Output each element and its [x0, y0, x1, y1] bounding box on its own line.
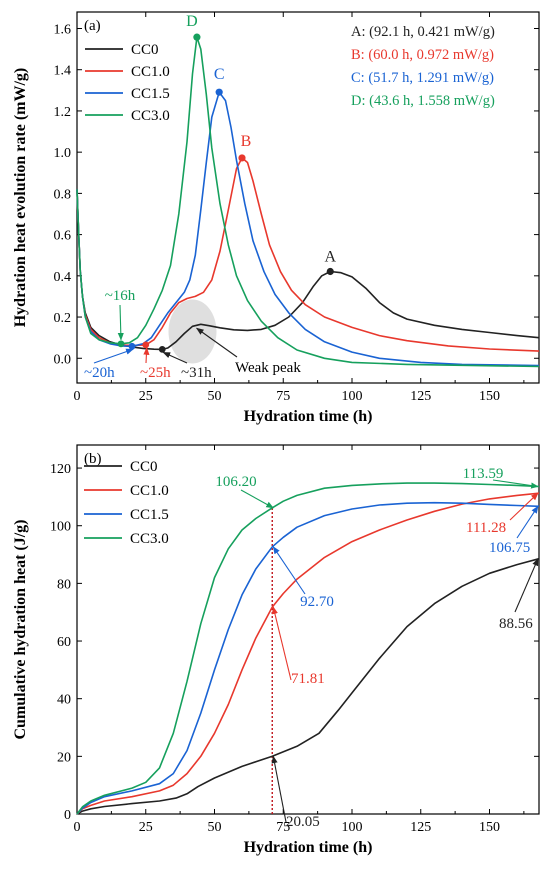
- minimum-marker: [158, 346, 166, 353]
- x-axis-label: Hydration time (h): [244, 408, 373, 425]
- plot-frame: [76, 444, 540, 815]
- minimum-label: ~20h: [84, 365, 115, 381]
- y-tick-label: 0.0: [54, 352, 72, 367]
- series-line-CC1.0: [76, 157, 540, 352]
- y-tick-label: 40: [57, 693, 71, 708]
- legend-label-CC3.0: CC3.0: [131, 108, 170, 124]
- series-line-CC3.0: [76, 36, 540, 368]
- x-tick-label: 100: [342, 389, 363, 404]
- peak-info-C: C: (51.7 h, 1.291 mW/g): [351, 70, 494, 86]
- annotation-arrow: [509, 492, 539, 521]
- x-tick-label: 50: [208, 820, 222, 835]
- annotation-label: 111.28: [466, 520, 506, 536]
- series-line-CC1.0: [76, 492, 540, 815]
- minimum-label: ~31h: [181, 365, 212, 381]
- peak-letter-D: D: [186, 13, 198, 30]
- y-tick-label: 20: [57, 750, 71, 765]
- legend-label-CC1.0: CC1.0: [131, 64, 170, 80]
- y-axis-label: Cumulative hydration heat (J/g): [12, 520, 29, 740]
- weak-peak-label: Weak peak: [235, 360, 301, 376]
- annotation-label: 113.59: [463, 466, 504, 482]
- y-tick-label: 0.2: [54, 311, 72, 326]
- minimum-arrow: [143, 347, 150, 364]
- series-line-CC0: [76, 189, 540, 351]
- minimum-marker: [142, 341, 150, 349]
- minimum-label: ~25h: [140, 365, 171, 381]
- annotation-arrow: [240, 489, 274, 509]
- y-tick-label: 1.0: [54, 146, 72, 161]
- minimum-label: ~16h: [105, 288, 136, 304]
- x-tick-label: 150: [479, 820, 500, 835]
- legend-label-CC1.5: CC1.5: [130, 507, 169, 523]
- x-tick-label: 125: [410, 389, 431, 404]
- annotation-arrow: [271, 606, 292, 681]
- peak-letter-C: C: [214, 66, 225, 83]
- peak-letter-A: A: [324, 248, 336, 265]
- peak-marker-C: [215, 88, 223, 96]
- legend-label-CC3.0: CC3.0: [130, 531, 169, 547]
- x-axis-label: Hydration time (h): [244, 839, 373, 856]
- minimum-arrow: [162, 351, 188, 364]
- peak-marker-A: [326, 267, 334, 276]
- legend-label-CC1.5: CC1.5: [131, 86, 170, 102]
- annotation-arrow: [516, 505, 539, 539]
- y-tick-label: 0.4: [54, 270, 72, 285]
- annotation-label: 92.70: [300, 594, 334, 610]
- minimum-marker: [117, 340, 125, 348]
- y-tick-label: 1.6: [54, 22, 72, 37]
- y-tick-label: 120: [50, 462, 71, 477]
- y-tick-label: 1.2: [54, 105, 72, 120]
- annotation-label: 106.75: [489, 540, 530, 556]
- annotation-arrow: [492, 479, 539, 489]
- panel-label: (a): [84, 18, 101, 34]
- peak-info-B: B: (60.0 h, 0.972 mW/g): [351, 47, 494, 63]
- x-tick-label: 75: [276, 820, 290, 835]
- y-axis-label: Hydration heat evolution rate (mW/g): [12, 68, 29, 328]
- annotation-arrow: [514, 557, 539, 613]
- x-tick-label: 0: [74, 820, 81, 835]
- peak-info-D: D: (43.6 h, 1.558 mW/g): [351, 93, 495, 109]
- annotation-arrow: [271, 755, 287, 823]
- weak-peak-region: [168, 299, 217, 364]
- annotation-label: 71.81: [291, 671, 325, 687]
- annotation-label: 106.20: [215, 474, 256, 490]
- x-tick-label: 50: [208, 389, 222, 404]
- panel-label: (b): [84, 451, 102, 467]
- peak-letter-B: B: [241, 133, 252, 150]
- y-tick-label: 1.4: [54, 64, 72, 79]
- y-tick-label: 100: [50, 520, 71, 535]
- minimum-marker: [128, 342, 136, 350]
- annotation-arrow: [272, 546, 306, 595]
- peak-marker-D: [193, 33, 201, 41]
- x-tick-label: 25: [139, 820, 153, 835]
- peak-info-A: A: (92.1 h, 0.421 mW/g): [351, 24, 495, 40]
- minimum-arrow: [117, 304, 124, 341]
- panel-b-cumulative-heat-chart: 0 25 50 75 100 125 150 0 20 40 60 80 100 120 Hydration…: [12, 444, 540, 856]
- y-tick-label: 0: [64, 808, 71, 823]
- panel-a-heat-flow-chart: 0 25 50 75 100 125 150 0.0 0.2 0.4 0.6 0.8 1.0 1.2 1.4…: [12, 11, 540, 425]
- x-tick-label: 150: [479, 389, 500, 404]
- weak-peak-arrow: [195, 327, 238, 358]
- y-tick-label: 0.8: [54, 187, 72, 202]
- minimum-arrow: [93, 348, 134, 364]
- annotation-label: 88.56: [499, 616, 533, 632]
- series-line-CC3.0: [76, 482, 540, 815]
- x-tick-label: 25: [139, 389, 153, 404]
- legend-label-CC0: CC0: [131, 42, 159, 58]
- series-line-CC1.5: [76, 501, 540, 815]
- x-tick-label: 100: [342, 820, 363, 835]
- peak-marker-B: [238, 154, 246, 162]
- y-tick-label: 80: [57, 577, 71, 592]
- x-tick-label: 125: [410, 820, 431, 835]
- x-tick-label: 75: [276, 389, 290, 404]
- legend-label-CC0: CC0: [130, 459, 158, 475]
- legend-label-CC1.0: CC1.0: [130, 483, 169, 499]
- y-tick-label: 60: [57, 635, 71, 650]
- x-tick-label: 0: [74, 389, 81, 404]
- y-tick-label: 0.6: [54, 229, 72, 244]
- annotation-label: 20.05: [286, 814, 320, 830]
